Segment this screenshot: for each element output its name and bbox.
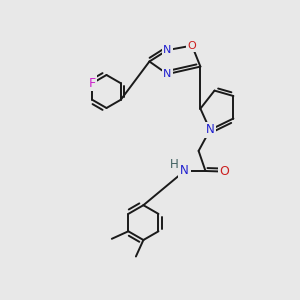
Text: O: O (220, 165, 229, 178)
Text: N: N (206, 123, 214, 136)
Text: F: F (88, 77, 96, 90)
Text: H: H (170, 158, 179, 171)
Text: O: O (188, 40, 196, 51)
Text: N: N (180, 164, 189, 178)
Text: N: N (163, 69, 172, 79)
Text: N: N (163, 45, 172, 55)
